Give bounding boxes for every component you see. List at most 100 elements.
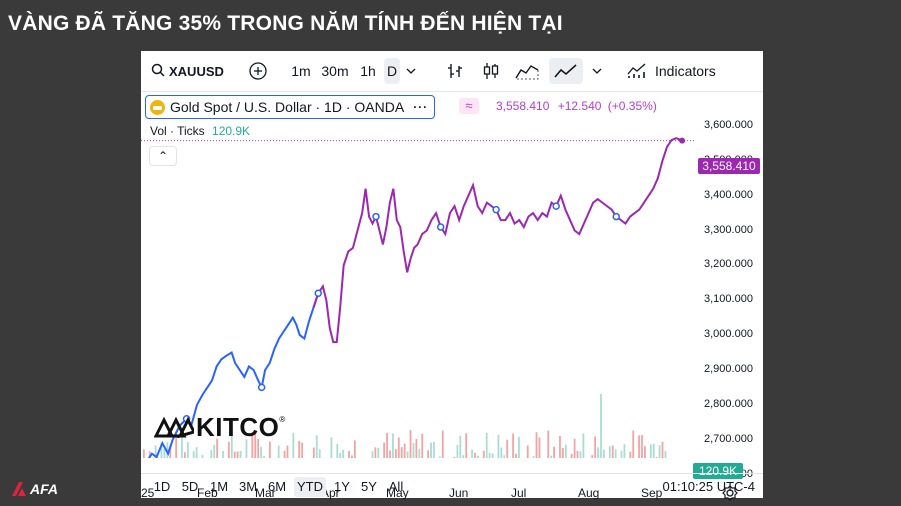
volume-bar: [283, 450, 286, 458]
chart-area[interactable]: Gold Spot / U.S. Dollar · 1D · OANDA ···…: [141, 92, 763, 501]
volume-bar: [655, 457, 658, 458]
clock[interactable]: 01:10:25 UTC-4: [662, 479, 756, 494]
volume-bar: [579, 451, 582, 458]
volume-bar: [195, 447, 198, 458]
interval-1d[interactable]: D: [384, 58, 400, 84]
volume-bar: [210, 450, 213, 458]
volume-bar: [263, 456, 265, 458]
y-tick-label: 3,000.000: [704, 328, 753, 341]
y-tick-label: 2,800.000: [704, 397, 753, 410]
collapse-legend-button[interactable]: ⌃: [149, 146, 177, 166]
interval-1m[interactable]: 1m: [291, 63, 311, 79]
volume-bar: [471, 449, 473, 458]
chart-toolbar: XAUUSD 1m 30m 1h D: [141, 51, 763, 92]
more-icon[interactable]: ···: [413, 100, 429, 114]
volume-bar: [298, 440, 301, 458]
volume-bar: [233, 451, 236, 458]
x-tick-label: Feb: [197, 486, 218, 500]
volume-bar: [535, 432, 538, 458]
kitco-wordmark: KITCO: [196, 411, 280, 442]
y-tick-label: 3,400.000: [704, 188, 753, 201]
y-tick-label: 3,100.000: [704, 293, 753, 306]
volume-bar: [611, 445, 614, 458]
x-tick-label: May: [386, 486, 409, 500]
range-6m[interactable]: 6M: [267, 479, 287, 494]
x-tick-label: 25: [141, 486, 155, 500]
bar-chart-style-button[interactable]: [443, 58, 465, 84]
indicators-button[interactable]: Indicators: [627, 58, 727, 84]
volume-bar: [532, 456, 535, 458]
volume-bar: [154, 445, 157, 458]
volume-bar: [547, 430, 550, 458]
y-tick-label: 3,600.000: [704, 118, 753, 131]
volume-bar: [330, 437, 333, 458]
volume-bar: [318, 449, 321, 458]
volume-bar: [515, 453, 517, 458]
range-all[interactable]: All: [388, 479, 404, 494]
y-tick-label: 3,300.000: [704, 223, 753, 236]
volume-bar: [389, 450, 391, 458]
symbol-legend[interactable]: Gold Spot / U.S. Dollar · 1D · OANDA ···: [145, 95, 436, 119]
plus-circle-icon: [249, 62, 267, 80]
volume-bar: [661, 441, 664, 458]
volume-bar: [166, 442, 169, 458]
volume-tag: 120.9K: [693, 463, 743, 479]
volume-bar: [409, 430, 412, 458]
range-ytd[interactable]: YTD: [294, 477, 326, 497]
volume-bar: [201, 454, 204, 458]
approx-button[interactable]: ≈: [459, 98, 479, 114]
volume-bar: [254, 431, 257, 458]
volume-bar: [623, 444, 626, 458]
range-1m[interactable]: 1M: [209, 479, 229, 494]
volume-bar: [175, 431, 178, 458]
interval-dropdown[interactable]: [404, 58, 418, 84]
interval-1h[interactable]: 1h: [360, 63, 376, 79]
volume-bar: [143, 449, 145, 458]
volume-bar: [629, 451, 632, 458]
volume-bar: [148, 451, 151, 458]
volume-bar: [620, 450, 623, 458]
volume-bar: [649, 444, 652, 458]
volume-bar: [485, 432, 488, 458]
volume-bar: [608, 446, 611, 458]
volume-bar: [658, 445, 661, 458]
search-icon: [151, 63, 165, 77]
volume-bar: [181, 430, 183, 458]
price-legend: 3,558.410 +12.540 (+0.35%): [496, 99, 657, 113]
volume-legend: Vol · Ticks 120.9K: [150, 124, 250, 138]
volume-bar: [456, 445, 459, 458]
range-5d[interactable]: 5D: [181, 479, 199, 494]
chart-style-dropdown[interactable]: [590, 58, 604, 84]
volume-bar: [500, 447, 503, 458]
volume-bar: [386, 432, 388, 458]
volume-bar: [415, 438, 418, 458]
candles-style-button[interactable]: [479, 58, 501, 84]
event-marker: [436, 223, 445, 231]
volume-bar: [550, 455, 553, 458]
interval-30m[interactable]: 30m: [321, 63, 349, 79]
volume-bar: [406, 451, 409, 458]
event-marker: [372, 212, 380, 221]
range-3m[interactable]: 3M: [238, 479, 258, 494]
afa-logo: AFA: [10, 481, 58, 497]
event-marker: [612, 212, 620, 221]
volume-bar: [286, 445, 289, 458]
last-price-tag: 3,558.410: [698, 158, 760, 174]
range-5y[interactable]: 5Y: [361, 479, 377, 494]
symbol-search-button[interactable]: XAUUSD: [151, 58, 224, 84]
volume-bar: [277, 445, 280, 458]
kitco-logo-icon: [154, 416, 194, 438]
line-style-button[interactable]: [549, 58, 583, 84]
x-tick-label: Aug: [578, 486, 600, 500]
volume-bar: [438, 456, 441, 458]
gold-logo-icon: [150, 99, 165, 115]
area-style-button[interactable]: [513, 58, 541, 84]
gear-icon[interactable]: [722, 485, 738, 501]
volume-bar: [301, 442, 304, 458]
compare-add-button[interactable]: [247, 58, 269, 84]
volume-bar: [339, 452, 342, 458]
range-1d[interactable]: 1D: [153, 479, 171, 494]
volume-bar: [564, 444, 567, 458]
range-1y[interactable]: 1Y: [334, 479, 350, 494]
volume-bar: [394, 449, 397, 458]
